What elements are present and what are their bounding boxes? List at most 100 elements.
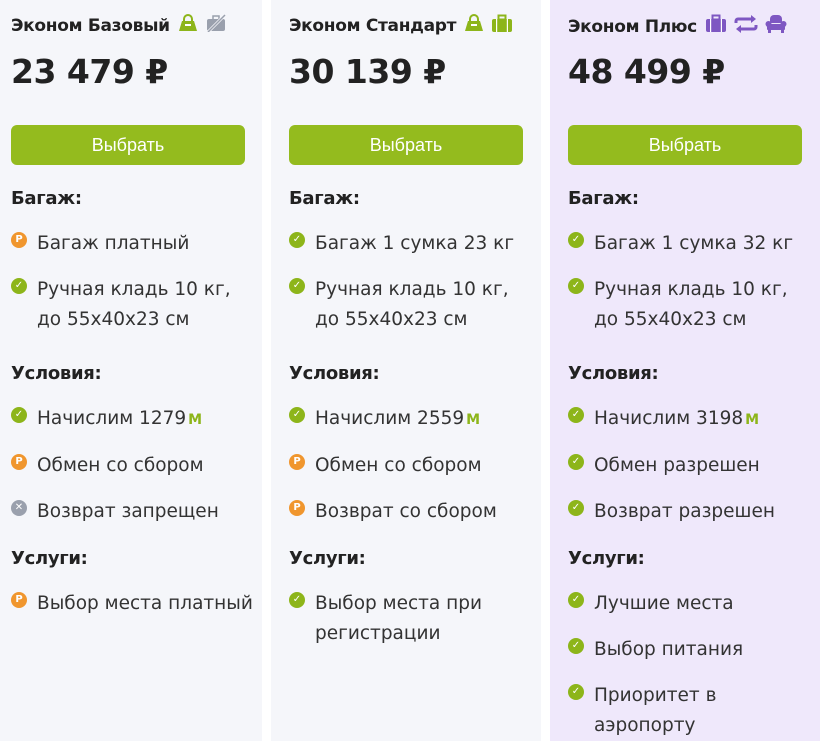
armchair-icon <box>765 14 787 39</box>
check-icon: ✓ <box>568 500 584 516</box>
feature-item: ✕ Возврат запрещен <box>11 497 254 527</box>
tariff-title: Эконом Базовый <box>11 13 227 37</box>
services-section: Услуги: P Выбор места платный <box>11 545 254 619</box>
conditions-section: Условия: ✓ Начислим 3198 M ✓ Обмен разрешен ✓ В… <box>568 360 812 527</box>
section-title: Услуги: <box>289 548 366 569</box>
section-title: Багаж: <box>568 188 639 209</box>
hand-bag-icon <box>464 14 484 37</box>
services-section: Услуги: ✓ Выбор места при регистрации <box>289 545 533 649</box>
feature-item: ✓ Обмен разрешен <box>568 451 812 481</box>
feature-text: Лучшие места <box>594 593 734 614</box>
check-icon: ✓ <box>568 407 584 423</box>
feature-item: ✓ Лучшие места <box>568 589 812 619</box>
tariff-title: Эконом Плюс <box>568 14 787 39</box>
feature-item: ✓ Багаж 1 сумка 23 кг <box>289 229 533 259</box>
feature-text: Выбор места платный <box>37 593 253 614</box>
select-button[interactable]: Выбрать <box>289 125 523 165</box>
miles-icon: M <box>188 412 203 428</box>
check-icon: ✓ <box>289 232 305 248</box>
feature-text: Ручная кладь 10 кг, до 55x40x23 см <box>594 279 788 330</box>
check-icon: ✓ <box>568 232 584 248</box>
tariff-name: Эконом Базовый <box>11 15 170 36</box>
baggage-section: Багаж: ✓ Багаж 1 сумка 23 кг ✓ Ручная кладь … <box>289 185 533 335</box>
conditions-section: Условия: ✓ Начислим 2559 M P Обмен со сбором P… <box>289 360 533 527</box>
feature-item: ✓ Приоритет в аэропорту <box>568 681 812 741</box>
feature-text: Багаж 1 сумка 32 кг <box>594 233 794 254</box>
feature-text: Ручная кладь 10 кг, до 55x40x23 см <box>37 279 231 330</box>
feature-item: ✓ Начислим 1279 M <box>11 404 254 435</box>
feature-text: Возврат со сбором <box>315 501 497 522</box>
feature-text: Багаж 1 сумка 23 кг <box>315 233 515 254</box>
check-icon: ✓ <box>568 684 584 700</box>
check-icon: ✓ <box>568 592 584 608</box>
check-icon: ✓ <box>568 454 584 470</box>
feature-text: Обмен разрешен <box>594 455 760 476</box>
feature-item: ✓ Ручная кладь 10 кг, до 55x40x23 см <box>568 275 812 335</box>
check-icon: ✓ <box>289 278 305 294</box>
section-title: Услуги: <box>11 548 88 569</box>
tariff-card: Эконом Базовый 23 479 ₽ Выбрать Багаж: P Ба… <box>0 0 262 741</box>
feature-text: Выбор места при регистрации <box>315 593 483 644</box>
section-title: Условия: <box>11 363 102 384</box>
paid-icon: P <box>289 454 305 470</box>
feature-text: Выбор питания <box>594 639 744 660</box>
feature-text: Ручная кладь 10 кг, до 55x40x23 см <box>315 279 509 330</box>
feature-item: P Обмен со сбором <box>289 451 533 481</box>
baggage-section: Багаж: P Багаж платный ✓ Ручная кладь 10 кг,… <box>11 185 254 335</box>
feature-item: ✓ Начислим 3198 M <box>568 404 812 435</box>
feature-item: P Обмен со сбором <box>11 451 254 481</box>
feature-item: P Возврат со сбором <box>289 497 533 527</box>
check-icon: ✓ <box>568 278 584 294</box>
tariff-price: 23 479 ₽ <box>11 52 168 91</box>
feature-text: Начислим 1279 M <box>37 408 203 429</box>
feature-item: ✓ Начислим 2559 M <box>289 404 533 435</box>
check-icon: ✓ <box>11 278 27 294</box>
feature-text: Начислим 3198 M <box>594 408 760 429</box>
feature-text: Багаж платный <box>37 233 190 254</box>
tariff-name: Эконом Плюс <box>568 16 697 37</box>
no-baggage-icon <box>205 13 227 37</box>
feature-text: Приоритет в аэропорту <box>594 685 717 736</box>
feature-text: Возврат разрешен <box>594 501 775 522</box>
cross-icon: ✕ <box>11 500 27 516</box>
feature-text: Обмен со сбором <box>37 455 204 476</box>
suitcase-icon <box>491 14 513 37</box>
paid-icon: P <box>11 454 27 470</box>
tariff-name: Эконом Стандарт <box>289 15 457 36</box>
miles-icon: M <box>745 412 760 428</box>
feature-text: Обмен со сбором <box>315 455 482 476</box>
exchange-icon <box>734 14 758 39</box>
paid-icon: P <box>11 232 27 248</box>
paid-icon: P <box>289 500 305 516</box>
paid-icon: P <box>11 592 27 608</box>
hand-bag-icon <box>178 14 198 37</box>
tariff-price: 30 139 ₽ <box>289 52 446 91</box>
feature-item: P Багаж платный <box>11 229 254 259</box>
select-button[interactable]: Выбрать <box>568 125 802 165</box>
services-section: Услуги: ✓ Лучшие места ✓ Выбор питания ✓ Приор… <box>568 545 812 741</box>
section-title: Услуги: <box>568 548 645 569</box>
tariff-card: Эконом Плюс 48 499 ₽ Выбрать Багаж: ✓ Багаж… <box>550 0 820 741</box>
feature-text: Возврат запрещен <box>37 501 219 522</box>
feature-item: ✓ Выбор места при регистрации <box>289 589 533 649</box>
section-title: Багаж: <box>11 188 82 209</box>
section-title: Условия: <box>568 363 659 384</box>
check-icon: ✓ <box>289 407 305 423</box>
check-icon: ✓ <box>568 638 584 654</box>
feature-item: P Выбор места платный <box>11 589 254 619</box>
feature-item: ✓ Выбор питания <box>568 635 812 665</box>
feature-item: ✓ Ручная кладь 10 кг, до 55x40x23 см <box>11 275 254 335</box>
select-button[interactable]: Выбрать <box>11 125 245 165</box>
tariff-title: Эконом Стандарт <box>289 14 513 37</box>
check-icon: ✓ <box>289 592 305 608</box>
feature-item: ✓ Ручная кладь 10 кг, до 55x40x23 см <box>289 275 533 335</box>
check-icon: ✓ <box>11 407 27 423</box>
conditions-section: Условия: ✓ Начислим 1279 M P Обмен со сбором ✕… <box>11 360 254 527</box>
section-title: Багаж: <box>289 188 360 209</box>
tariff-card: Эконом Стандарт 30 139 ₽ Выбрать Багаж: ✓ Б… <box>271 0 541 741</box>
feature-item: ✓ Багаж 1 сумка 32 кг <box>568 229 812 259</box>
feature-item: ✓ Возврат разрешен <box>568 497 812 527</box>
suitcase-icon <box>705 14 727 39</box>
feature-text: Начислим 2559 M <box>315 408 481 429</box>
